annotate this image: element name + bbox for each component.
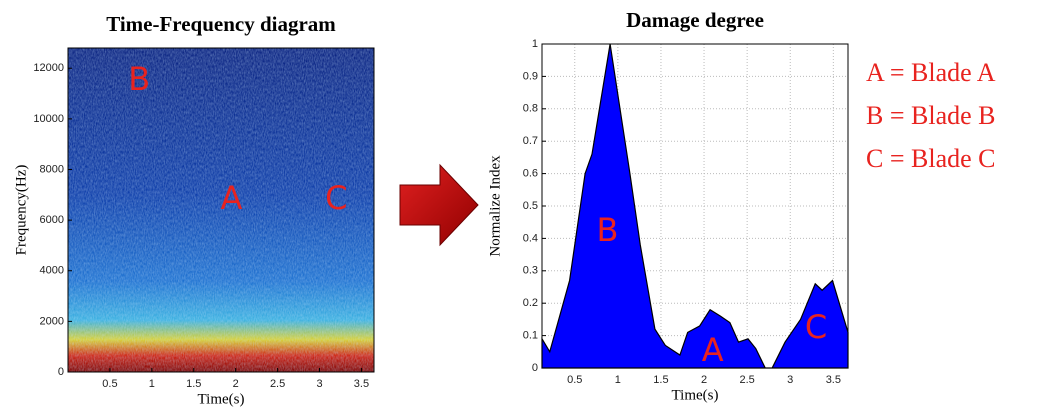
x-tick-label: 1.5 (653, 374, 668, 386)
y-tick-label: 4000 (40, 265, 64, 277)
x-axis-label: Time(s) (672, 387, 719, 403)
annotation: C (325, 179, 347, 217)
legend-entry: B = Blade B (866, 101, 996, 130)
x-tick-label: 2 (701, 374, 707, 386)
y-tick-label: 8000 (40, 163, 64, 175)
y-tick-label: 0.6 (523, 168, 538, 180)
annotation: C (805, 308, 827, 346)
y-axis-label: Frequency(Hz) (13, 165, 29, 256)
x-tick-label: 3.5 (826, 374, 841, 386)
y-tick-label: 2000 (40, 315, 64, 327)
y-tick-label: 12000 (33, 62, 64, 74)
y-tick-label: 0.3 (523, 265, 538, 277)
spectrogram-texture (68, 48, 374, 372)
x-tick-label: 0.5 (567, 374, 582, 386)
y-tick-label: 10000 (33, 113, 64, 125)
x-tick-label: 3.5 (354, 378, 369, 390)
y-tick-label: 0 (532, 362, 538, 374)
plot-frame (67, 47, 375, 373)
annotation: A (702, 331, 724, 369)
x-tick-label: 0.5 (102, 378, 117, 390)
area (541, 43, 849, 369)
annotation: B (128, 60, 150, 98)
x-tick-label: 3 (787, 374, 793, 386)
chart-title: Damage degree (626, 8, 764, 32)
y-tick-label: 0.1 (523, 330, 538, 342)
legend-entry: A = Blade A (866, 58, 996, 87)
y-tick-label: 1 (532, 38, 538, 50)
chart-title: Time-Frequency diagram (106, 12, 336, 36)
y-tick-label: 0.2 (523, 297, 538, 309)
y-tick-label: 6000 (40, 214, 64, 226)
annotation: A (221, 179, 243, 217)
x-tick-label: 3 (316, 378, 322, 390)
y-tick-label: 0.5 (523, 200, 538, 212)
y-tick-label: 0.4 (523, 232, 538, 244)
plot-frame (541, 43, 849, 369)
y-tick-label: 0.8 (523, 103, 538, 115)
arrow (399, 163, 479, 247)
x-tick-label: 2.5 (270, 378, 285, 390)
y-axis-label: Normalize Index (487, 155, 503, 257)
x-tick-label: 2.5 (740, 374, 755, 386)
x-tick-label: 2 (233, 378, 239, 390)
x-tick-label: 1.5 (186, 378, 201, 390)
x-axis-label: Time(s) (198, 391, 245, 407)
annotation: B (597, 211, 619, 249)
y-tick-label: 0.9 (523, 70, 538, 82)
x-tick-label: 1 (149, 378, 155, 390)
legend-entry: C = Blade C (866, 144, 996, 173)
y-tick-label: 0.7 (523, 135, 538, 147)
x-tick-label: 1 (615, 374, 621, 386)
y-tick-label: 0 (58, 366, 64, 378)
